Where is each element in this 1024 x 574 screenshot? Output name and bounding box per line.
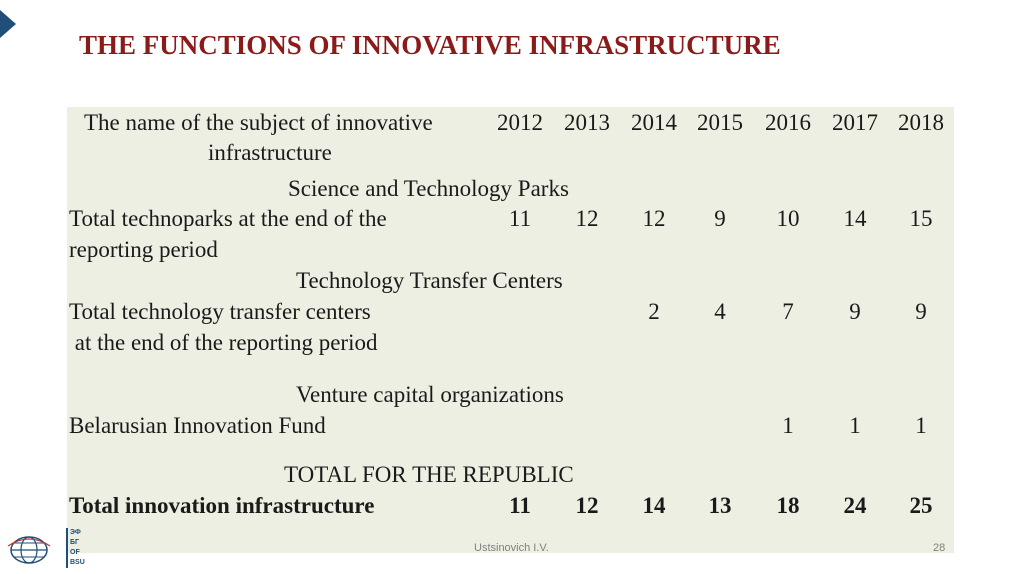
table-cell: 10 [776,206,800,231]
table-cell: 7 [782,299,794,324]
table-cell: 14 [642,493,666,518]
table-cell: 24 [843,493,867,518]
section-heading: TOTAL FOR THE REPUBLIC [284,462,574,487]
table-cell: 25 [909,493,933,518]
row-label: Total technology transfer centers [69,299,371,324]
table-cell: 9 [714,206,726,231]
row-label: Belarusian Innovation Fund [69,413,326,438]
section-heading: Technology Transfer Centers [296,268,563,293]
header-name-line2: infrastructure [208,140,332,165]
row-label: Total innovation infrastructure [69,493,375,518]
table-cell: 14 [843,206,867,231]
table-cell: 1 [782,413,794,438]
table-cell: 15 [909,206,933,231]
row-label-cont: at the end of the reporting period [69,330,378,355]
logo-text: ЭФ БГ OF BSU [66,528,96,568]
header-year: 2013 [564,110,610,135]
table-cell: 9 [849,299,861,324]
table-cell: 12 [642,206,666,231]
row-label-cont: reporting period [69,237,218,262]
table-cell: 1 [849,413,861,438]
row-label: Total technoparks at the end of the [69,206,387,231]
data-table [67,107,954,553]
table-cell: 12 [575,206,599,231]
globe-logo-icon [7,536,51,564]
table-cell: 9 [915,299,927,324]
footer-author: Ustsinovich I.V. [474,542,549,554]
table-cell: 1 [915,413,927,438]
header-year: 2018 [898,110,944,135]
table-cell: 18 [776,493,800,518]
table-cell: 4 [714,299,726,324]
table-cell: 12 [575,493,599,518]
slide-title: THE FUNCTIONS OF INNOVATIVE INFRASTRUCTU… [79,30,781,60]
section-heading: Science and Technology Parks [288,176,569,201]
slide-nav-arrow-icon [0,10,16,38]
header-name-line1: The name of the subject of innovative [84,110,433,135]
header-year: 2015 [697,110,743,135]
table-cell: 13 [708,493,732,518]
table-cell: 11 [509,493,531,518]
table-cell: 11 [508,206,532,231]
header-year: 2014 [631,110,677,135]
header-year: 2017 [832,110,878,135]
page-number: 28 [933,542,946,554]
header-year: 2016 [765,110,811,135]
header-year: 2012 [497,110,543,135]
section-heading: Venture capital organizations [296,382,564,407]
table-cell: 2 [648,299,660,324]
